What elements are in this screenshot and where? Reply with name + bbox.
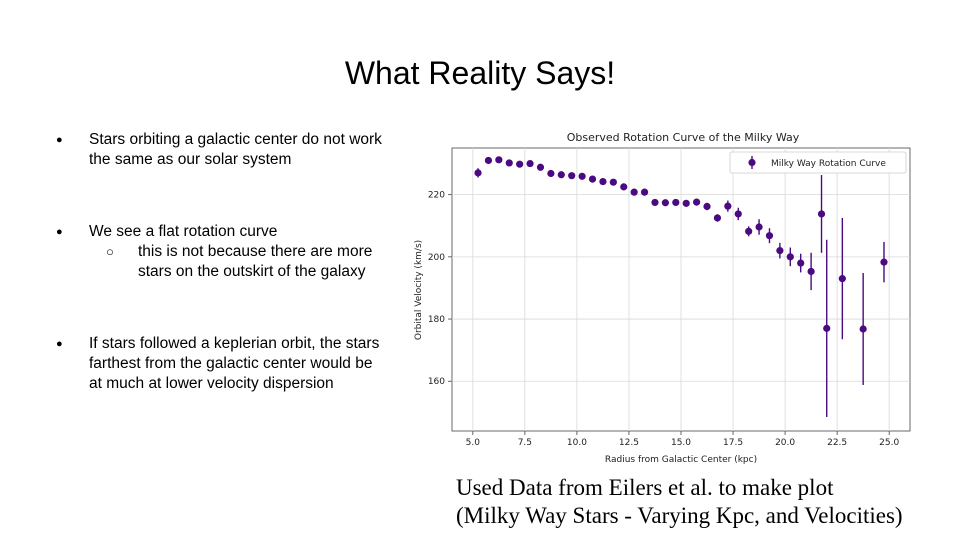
x-tick-label: 22.5 [827, 438, 847, 448]
data-point [599, 177, 607, 186]
rotation-curve-chart: Observed Rotation Curve of the Milky Way… [414, 131, 911, 465]
data-point [557, 171, 565, 179]
data-point [578, 172, 586, 180]
data-point [859, 325, 867, 333]
x-tick-label: 25.0 [879, 438, 899, 448]
y-tick-label: 180 [428, 315, 445, 325]
data-point [880, 258, 888, 266]
data-point [755, 223, 763, 231]
data-point [703, 202, 711, 211]
chart-title: Observed Rotation Curve of the Milky Way [567, 131, 800, 144]
legend: Milky Way Rotation Curve [729, 151, 907, 174]
y-tick-label: 160 [428, 377, 445, 387]
data-point [734, 210, 742, 218]
data-point [817, 210, 826, 218]
data-point [682, 199, 690, 207]
data-point [516, 160, 524, 168]
bullet-item: If stars followed a keplerian orbit, the… [56, 334, 386, 394]
y-axis-label: Orbital Velocity (km/s) [414, 240, 424, 340]
data-point [630, 188, 638, 196]
caption-line-1: Used Data from Eilers et al. to make plo… [456, 475, 834, 500]
data-point [724, 202, 732, 210]
data-point [588, 175, 597, 183]
data-point [672, 198, 680, 207]
data-point [568, 172, 576, 180]
data-point [693, 198, 701, 206]
data-point [838, 275, 846, 283]
data-point [474, 169, 482, 177]
data-point [536, 163, 545, 171]
y-tick-label: 200 [428, 253, 445, 263]
x-tick-label: 20.0 [775, 438, 795, 448]
data-point [640, 188, 649, 196]
data-point [505, 159, 513, 167]
x-tick-label: 15.0 [671, 438, 691, 448]
data-point [713, 214, 722, 222]
legend-label: Milky Way Rotation Curve [771, 159, 886, 169]
y-tick-label: 220 [428, 191, 445, 201]
data-point [495, 156, 503, 164]
data-point [620, 183, 628, 191]
bullet-list: Stars orbiting a galactic center do not … [56, 130, 386, 394]
bullet-item: Stars orbiting a galactic center do not … [56, 130, 386, 170]
data-point [526, 159, 534, 168]
caption: Used Data from Eilers et al. to make plo… [456, 474, 903, 530]
data-point [547, 169, 555, 178]
data-point [745, 227, 753, 235]
data-point [484, 156, 493, 165]
data-point [661, 199, 669, 207]
legend-marker [748, 158, 756, 167]
data-point [797, 259, 805, 267]
x-tick-label: 10.0 [567, 438, 587, 448]
slide-title: What Reality Says! [344, 55, 616, 91]
x-tick-label: 12.5 [619, 438, 639, 448]
sub-bullet-item: this is not because there are more stars… [56, 242, 386, 282]
caption-line-2: (Milky Way Stars - Varying Kpc, and Velo… [456, 503, 903, 528]
x-tick-label: 7.5 [518, 438, 532, 448]
x-tick-label: 17.5 [723, 438, 743, 448]
bullet-item: We see a flat rotation curve [56, 222, 386, 242]
data-point [765, 232, 774, 240]
x-tick-label: 5.0 [466, 438, 481, 448]
x-axis-label: Radius from Galactic Center (kpc) [605, 455, 757, 465]
data-point [786, 253, 794, 261]
data-point [823, 324, 831, 332]
data-point [609, 178, 617, 186]
data-point [776, 247, 784, 255]
data-point [807, 267, 815, 276]
data-point [651, 198, 659, 207]
